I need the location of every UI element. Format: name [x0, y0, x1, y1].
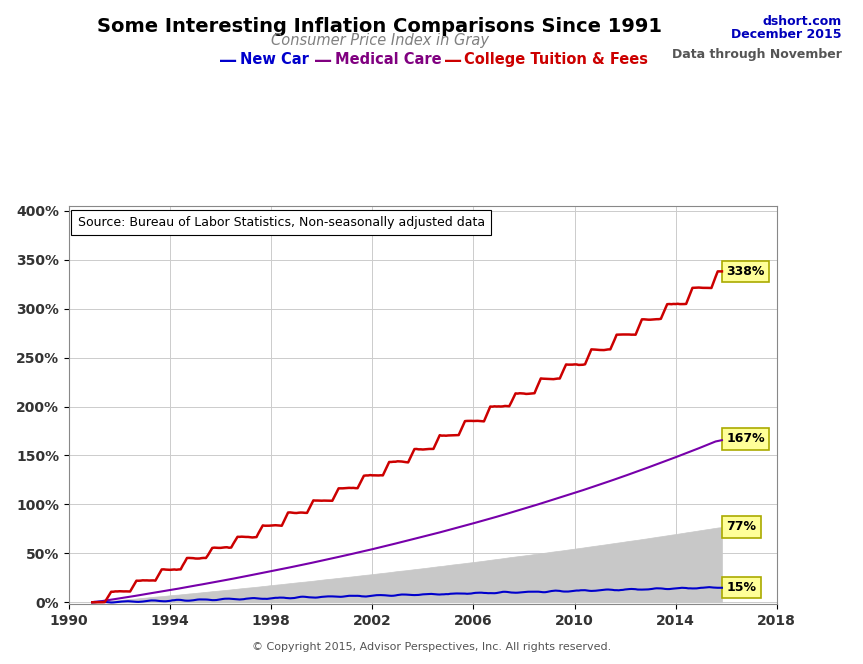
- Text: Source: Bureau of Labor Statistics, Non-seasonally adjusted data: Source: Bureau of Labor Statistics, Non-…: [78, 216, 485, 229]
- Text: © Copyright 2015, Advisor Perspectives, Inc. All rights reserved.: © Copyright 2015, Advisor Perspectives, …: [252, 642, 611, 652]
- Text: Data through November: Data through November: [671, 48, 841, 61]
- Text: dshort.com: dshort.com: [762, 15, 841, 28]
- Text: Consumer Price Index in Gray: Consumer Price Index in Gray: [271, 33, 488, 48]
- Text: —: —: [219, 52, 237, 70]
- Text: —: —: [444, 52, 462, 70]
- Text: Medical Care: Medical Care: [335, 52, 442, 67]
- Text: December 2015: December 2015: [731, 28, 841, 41]
- Text: College Tuition & Fees: College Tuition & Fees: [464, 52, 648, 67]
- Text: 15%: 15%: [726, 581, 756, 594]
- Text: Some Interesting Inflation Comparisons Since 1991: Some Interesting Inflation Comparisons S…: [98, 17, 662, 36]
- Text: 338%: 338%: [726, 265, 765, 278]
- Text: —: —: [314, 52, 332, 70]
- Text: 77%: 77%: [726, 521, 756, 533]
- Text: 167%: 167%: [726, 432, 765, 446]
- Text: New Car: New Car: [240, 52, 309, 67]
